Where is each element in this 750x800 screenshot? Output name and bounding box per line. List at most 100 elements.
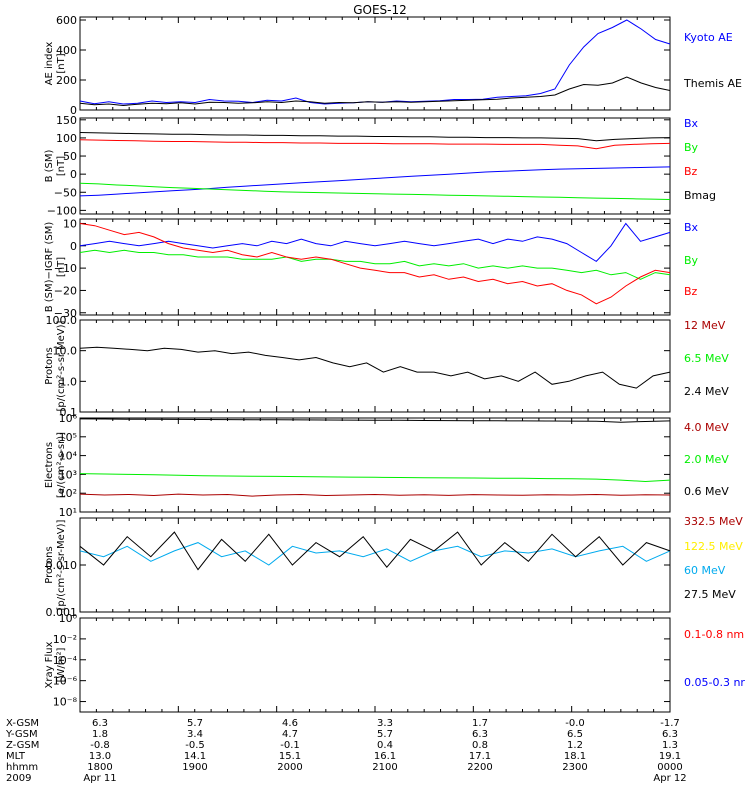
series-line-kyoto-ae [79,19,671,105]
footer-cell: -0.0 [565,718,585,729]
series-line-bmag [79,132,671,142]
footer-row-label: Z-GSM [6,740,39,751]
y-tick-label: −20 [54,284,77,297]
legend-label: Bmag [684,189,716,202]
footer-cell: Apr 12 [653,773,686,784]
legend-label: 6.5 MeV [684,352,729,365]
legend-label: 2.0 MeV [684,453,729,466]
legend-label: 4.0 MeV [684,421,729,434]
y-tick-label: 0 [70,240,77,253]
footer-row-label: 2009 [6,773,31,784]
y-axis-label: B (SM) [44,149,55,182]
y-axis-label: B (SM)−IGRF (SM) [44,222,55,313]
legend-label: Themis AE [683,77,742,90]
y-axis-label: [e/(cm²-s-sr)] [56,432,67,498]
y-tick-label: 0.010 [46,559,78,572]
series-line-bz [79,223,671,305]
footer-cell: 2100 [372,762,397,773]
legend-label: Kyoto AE [684,31,733,44]
y-axis-label: [p/(cm²-s-sr-MeV)] [56,519,67,610]
footer-cell: 13.0 [89,751,111,762]
footer-cell: 1.8 [92,729,108,740]
footer-cell: 15.1 [279,751,301,762]
y-axis-label: [nT] [56,257,67,277]
y-tick-label: 10.0 [53,345,78,358]
legend-label: 332.5 MeV [684,515,743,528]
footer-cell: 19.1 [659,751,681,762]
footer-cell: 3.4 [187,729,203,740]
footer-cell: 3.3 [377,718,393,729]
footer-row-label: MLT [6,751,26,762]
series-line-by [79,182,671,200]
legend-label: 12 MeV [684,319,726,332]
y-tick-label: −10 [54,262,77,275]
y-tick-label: 0 [70,168,77,181]
y-tick-label: 100 [56,132,77,145]
series-line-bx [79,222,671,263]
panel-frame [79,16,671,111]
series-line-by [79,249,671,280]
panel-frame [79,319,671,413]
footer-table: X-GSM 6.3 5.7 4.6 3.3 1.7 -0.0 -1.7 Y-GSM 1.8 3.4 4… [5,718,687,784]
y-tick-label: 10⁶ [59,412,78,425]
legend-label: 0.05-0.3 nr [684,676,745,689]
footer-row-label: Y-GSM [5,729,38,740]
footer-cell: 6.3 [472,729,488,740]
y-tick-label: 10 [63,217,77,230]
y-tick-label: 1.0 [60,375,78,388]
y-axis-label: [nT] [56,156,67,176]
series-line-4-0-mev [79,493,671,497]
footer-cell: 5.7 [187,718,203,729]
legend-label: 122.5 MeV [684,540,743,553]
panel-4: 0.1 1.0 10.0 100.0 Protons [p/(cm²-s-sr-MeV)]… [44,314,729,419]
y-axis-label: [p/(cm²-s-sr-MeV)] [56,320,67,411]
y-tick-label: 10⁴ [59,450,78,463]
y-axis-label: Electrons [44,442,55,488]
legend-label: Bx [684,221,699,234]
footer-cell: -0.8 [90,740,110,751]
y-axis-label: [nT] [56,53,67,73]
panel-frame [79,218,671,316]
y-tick-label: 10⁻⁴ [53,654,78,667]
legend-label: 0.6 MeV [684,485,729,498]
y-tick-label: 400 [56,44,77,57]
y-tick-label: 10⁵ [59,431,77,444]
y-axis-label: [W/m²] [56,647,67,682]
y-tick-label: 600 [56,14,77,27]
series-line-0-6-mev [79,418,671,423]
panel-1: 0 200 400 600 AE index [nT] Kyoto AE Themis AE [44,14,742,117]
legend-label: 27.5 MeV [684,588,736,601]
panel-frame [79,417,671,513]
y-tick-label: 0.001 [46,606,78,619]
footer-cell: 16.1 [374,751,396,762]
series-line-bz [79,139,671,150]
footer-cell: 0.4 [377,740,393,751]
series-line-themis-ae [79,76,671,107]
legend-label: Bz [684,285,698,298]
legend-label: 0.1-0.8 nm [684,628,744,641]
footer-cell: -0.1 [280,740,300,751]
y-tick-label: 10⁻⁶ [53,675,78,688]
footer-cell: -0.5 [185,740,205,751]
y-tick-label: 100.0 [46,314,78,327]
footer-cell: 6.3 [92,718,108,729]
legend-label: 60 MeV [684,564,726,577]
y-axis-label: Protons [44,347,55,384]
y-axis-label: Xray Flux [44,641,55,688]
footer-cell: 0.8 [472,740,488,751]
footer-cell: 0000 [657,762,682,773]
series-line-27-5-mev [79,531,671,571]
y-tick-label: 150 [56,114,77,127]
panel-3: −30 −20 −10 0 10 B (SM)−IGRF (SM) [nT] Bx By Bz [44,217,699,319]
footer-cell: 2200 [467,762,492,773]
footer-cell: 4.6 [282,718,298,729]
y-tick-label: −30 [54,307,77,320]
legend-label: 2.4 MeV [684,385,729,398]
series-line-2-4-mev [79,346,671,389]
footer-cell: 1800 [87,762,112,773]
footer-cell: 2000 [277,762,302,773]
series-line-60-mev [79,542,671,566]
panel-7: 10⁻⁸ 10⁻⁶ 10⁻⁴ 10⁻² 10⁰ Xray Flux [W/m²] 0.1-0.… [44,612,745,713]
